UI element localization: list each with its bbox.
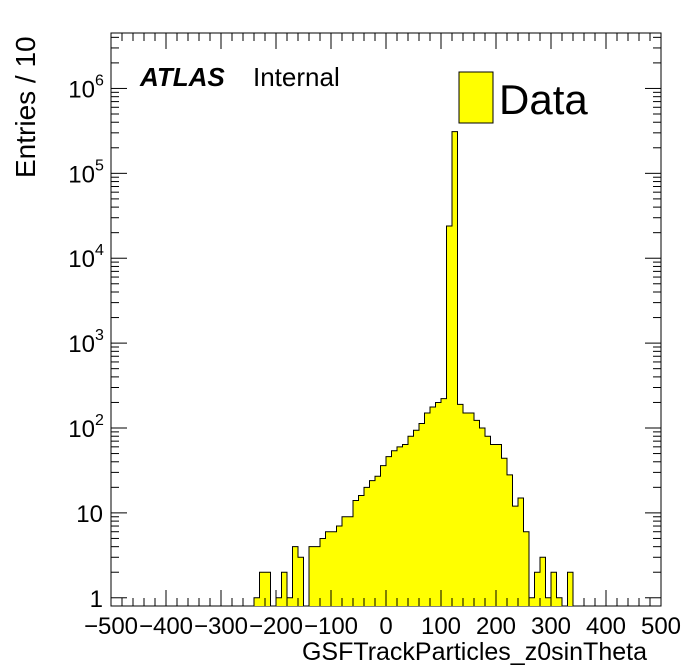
histogram-bin (413, 430, 419, 606)
histogram-bin (402, 444, 408, 606)
histogram-bin (545, 597, 551, 606)
histogram-bin (375, 476, 381, 606)
histogram-bin (479, 427, 485, 606)
y-axis-title: Entries / 10 (10, 36, 41, 178)
y-tick-label: 10 (68, 246, 95, 273)
histogram-bin (446, 225, 452, 607)
y-tick-label: 10 (68, 76, 95, 103)
histogram-bin (556, 597, 562, 606)
histogram-bin (364, 487, 370, 606)
histogram-bin (408, 436, 414, 606)
y-tick-exponent: 6 (95, 72, 104, 89)
histogram-bin (501, 458, 507, 606)
x-tick-label: −400 (139, 613, 193, 640)
atlas-sublabel: Internal (253, 62, 340, 92)
histogram-bin (292, 546, 298, 606)
atlas-label: ATLAS (139, 62, 225, 92)
histogram-bin (397, 446, 403, 606)
histogram-bin (265, 572, 271, 606)
legend-entry-data: Data (499, 76, 588, 123)
histogram-bin (424, 413, 430, 606)
histogram-bin (441, 398, 447, 606)
histogram-bin (485, 436, 491, 606)
histogram-bin (281, 572, 287, 606)
histogram-bin (391, 450, 397, 606)
x-tick-label: 300 (531, 613, 571, 640)
histogram-bin (474, 420, 480, 606)
histogram-bin (259, 572, 265, 606)
histogram-bin (457, 404, 463, 606)
histogram-bin (320, 538, 326, 606)
histogram-bin (463, 413, 469, 606)
histogram-bin (276, 597, 282, 606)
x-tick-label: 400 (586, 613, 626, 640)
y-tick-label: 10 (68, 161, 95, 188)
x-tick-label: 100 (421, 613, 461, 640)
y-tick-exponent: 5 (95, 157, 104, 174)
y-tick-label: 10 (68, 331, 95, 358)
x-axis-ticks: −500 −400 −300 −200 −100 0 100 200 300 400 500 (84, 33, 681, 640)
histogram-bin (347, 516, 353, 606)
histogram-bin (314, 546, 320, 606)
y-tick-exponent: 2 (95, 412, 104, 429)
histogram-outline (253, 131, 574, 607)
histogram-bin (419, 423, 425, 606)
x-tick-label: −200 (249, 613, 303, 640)
histogram-bin (490, 444, 496, 606)
histogram-bin (551, 572, 557, 606)
histogram-bin (298, 557, 304, 606)
legend-swatch (458, 71, 494, 124)
histogram-bin (496, 444, 502, 606)
x-tick-label: −500 (84, 613, 138, 640)
y-tick-label: 10 (68, 416, 95, 443)
histogram-bin (435, 402, 441, 606)
histogram-bin (567, 572, 573, 606)
histogram-bin (386, 456, 392, 606)
x-tick-label: −300 (194, 613, 248, 640)
y-tick-exponent: 3 (95, 327, 104, 344)
histogram-bin (254, 597, 260, 606)
histogram-bin (512, 506, 518, 606)
x-tick-label: 500 (641, 613, 681, 640)
histogram-bin (452, 131, 458, 606)
x-tick-label: −100 (304, 613, 358, 640)
histogram-bin (358, 495, 364, 606)
histogram-bin (540, 557, 546, 606)
histogram-bars (253, 131, 574, 607)
histogram-bin (380, 465, 386, 606)
histogram-bin (507, 474, 513, 606)
histogram-bin (468, 413, 474, 606)
histogram-bin (342, 516, 348, 606)
histogram-bin (309, 546, 315, 606)
histogram-bin (523, 531, 529, 606)
histogram-bin (529, 597, 535, 606)
y-tick-label: 10 (76, 501, 103, 528)
histogram-bin (430, 406, 436, 606)
histogram-bin (287, 597, 293, 606)
x-tick-label: 200 (476, 613, 516, 640)
histogram-bin (369, 480, 375, 606)
histogram-bin (534, 572, 540, 606)
histogram-bin (331, 531, 337, 606)
y-tick-label: 1 (90, 586, 103, 613)
x-axis-title: GSFTrackParticles_z0sinTheta (302, 638, 647, 666)
x-tick-label: 0 (379, 613, 392, 640)
y-tick-exponent: 4 (95, 242, 104, 259)
histogram-bin (325, 531, 331, 606)
histogram-bin (353, 500, 359, 606)
histogram-bin (336, 526, 342, 606)
histogram-bin (518, 497, 524, 606)
